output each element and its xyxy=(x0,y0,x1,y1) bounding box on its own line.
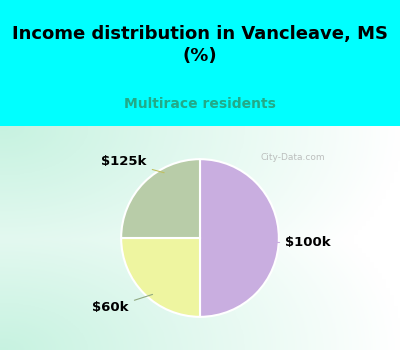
Text: Income distribution in Vancleave, MS
(%): Income distribution in Vancleave, MS (%) xyxy=(12,25,388,65)
Text: $100k: $100k xyxy=(263,236,331,249)
Text: City-Data.com: City-Data.com xyxy=(261,153,326,162)
Wedge shape xyxy=(200,159,279,317)
Text: Multirace residents: Multirace residents xyxy=(124,97,276,111)
Wedge shape xyxy=(121,238,200,317)
Text: $60k: $60k xyxy=(92,294,152,314)
Wedge shape xyxy=(121,159,200,238)
Text: $125k: $125k xyxy=(102,155,164,173)
